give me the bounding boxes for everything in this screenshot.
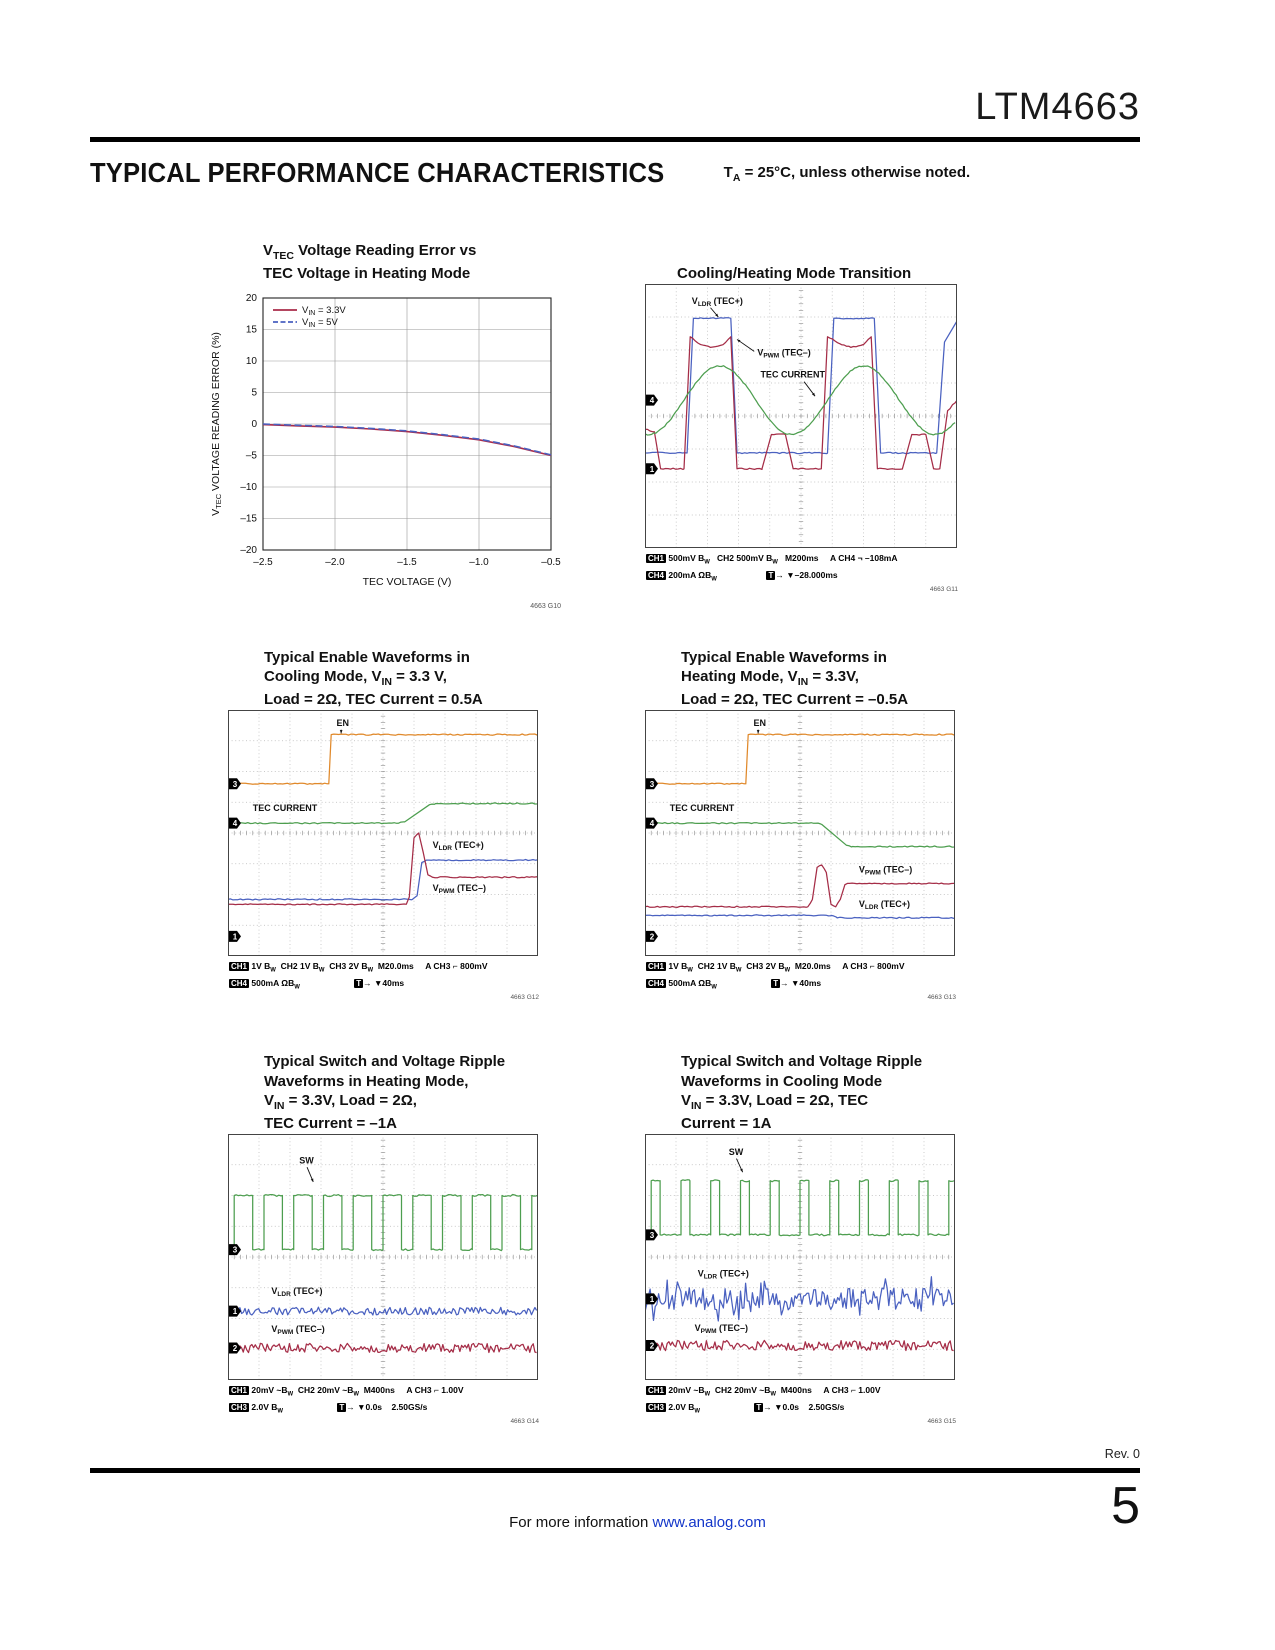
doc-title: LTM4663 bbox=[975, 86, 1140, 128]
svg-text:3: 3 bbox=[233, 1246, 238, 1255]
svg-text:4: 4 bbox=[650, 819, 655, 828]
scope-ripple-cooling: SW VLDR (TEC+) VPWM (TEC–) 3 1 2 bbox=[645, 1134, 955, 1380]
svg-text:0: 0 bbox=[251, 419, 257, 430]
svg-text:VIN = 3.3V: VIN = 3.3V bbox=[302, 305, 346, 317]
chart-block-ripple-cooling: Typical Switch and Voltage Ripple Wavefor… bbox=[645, 1030, 956, 1425]
chart-title-g13: Typical Enable Waveforms in Heating Mode,… bbox=[681, 648, 909, 709]
svg-text:EN: EN bbox=[754, 718, 767, 728]
page-number: 5 bbox=[1111, 1477, 1140, 1535]
chart-title-g15: Typical Switch and Voltage Ripple Wavefor… bbox=[681, 1052, 923, 1133]
footer-rule bbox=[90, 1468, 1140, 1473]
svg-text:1: 1 bbox=[233, 1307, 238, 1316]
svg-text:TEC VOLTAGE (V): TEC VOLTAGE (V) bbox=[363, 576, 452, 588]
svg-text:5: 5 bbox=[251, 388, 257, 399]
svg-text:VPWM (TEC–): VPWM (TEC–) bbox=[757, 347, 810, 359]
chart-block-vtec-error: VTEC Voltage Reading Error vs TEC Voltage… bbox=[205, 228, 565, 614]
svg-text:VPWM (TEC–): VPWM (TEC–) bbox=[695, 1323, 748, 1335]
svg-text:–2.5: –2.5 bbox=[253, 557, 273, 568]
svg-text:20: 20 bbox=[246, 293, 258, 304]
chart-title-g11: Cooling/Heating Mode Transition bbox=[677, 265, 912, 283]
scope-enable-heating: EN TEC CURRENT VPWM (TEC–) VLDR (TEC+) 3 4 2 bbox=[645, 710, 955, 956]
footer-text: For more information bbox=[509, 1514, 653, 1531]
svg-text:VIN = 5V: VIN = 5V bbox=[302, 317, 338, 329]
svg-text:2: 2 bbox=[650, 1342, 655, 1351]
scope-mode-transition: VLDR (TEC+) VPWM (TEC–) TEC CURRENT 4 1 bbox=[645, 284, 957, 548]
svg-text:1: 1 bbox=[233, 932, 238, 941]
line-chart-vtec-error: –20 –15 –10 –5 0 5 10 15 20 –2.5 –2.0 –1.5 –1.0 –0.5 V… bbox=[210, 293, 561, 610]
svg-text:VLDR (TEC+): VLDR (TEC+) bbox=[859, 899, 910, 911]
svg-text:10: 10 bbox=[246, 356, 258, 367]
svg-text:2: 2 bbox=[650, 932, 655, 941]
header-rule bbox=[90, 137, 1140, 142]
svg-text:–1.5: –1.5 bbox=[397, 557, 417, 568]
svg-text:–0.5: –0.5 bbox=[541, 557, 561, 568]
svg-text:VLDR (TEC+): VLDR (TEC+) bbox=[698, 1269, 749, 1281]
scope-enable-cooling: EN TEC CURRENT VLDR (TEC+) VPWM (TEC–) 3 4 1 bbox=[228, 710, 538, 956]
chart-title-g14: Typical Switch and Voltage Ripple Wavefor… bbox=[264, 1052, 506, 1133]
svg-text:4663 G10: 4663 G10 bbox=[530, 603, 561, 610]
revision-label: Rev. 0 bbox=[1104, 1447, 1140, 1461]
svg-text:3: 3 bbox=[233, 780, 238, 789]
svg-text:TEC CURRENT: TEC CURRENT bbox=[253, 803, 318, 813]
chart-block-enable-heating: Typical Enable Waveforms in Heating Mode,… bbox=[645, 628, 956, 1001]
svg-text:15: 15 bbox=[246, 325, 258, 336]
svg-text:VLDR (TEC+): VLDR (TEC+) bbox=[692, 296, 743, 308]
scope-caption-g12: CH1 1V BW CH2 1V BW CH3 2V BW M20.0ms A … bbox=[229, 961, 539, 1001]
chart-title-g12: Typical Enable Waveforms in Cooling Mode,… bbox=[264, 648, 483, 709]
svg-text:SW: SW bbox=[299, 1156, 314, 1166]
scope-caption-g14: CH1 20mV ~BW CH2 20mV ~BW M400ns A CH3 ⌐… bbox=[229, 1385, 539, 1425]
svg-text:–10: –10 bbox=[240, 482, 257, 493]
section-header: TYPICAL PERFORMANCE CHARACTERISTICS TA = … bbox=[90, 157, 1150, 189]
svg-text:VPWM (TEC–): VPWM (TEC–) bbox=[433, 883, 486, 895]
analog-link[interactable]: www.analog.com bbox=[652, 1514, 766, 1531]
svg-text:TEC CURRENT: TEC CURRENT bbox=[670, 803, 735, 813]
svg-text:3: 3 bbox=[650, 780, 655, 789]
svg-text:VLDR (TEC+): VLDR (TEC+) bbox=[433, 840, 484, 852]
footer: For more information www.analog.com bbox=[0, 1514, 1275, 1531]
svg-text:VLDR (TEC+): VLDR (TEC+) bbox=[271, 1286, 322, 1298]
scope-caption-g15: CH1 20mV ~BW CH2 20mV ~BW M400ns A CH3 ⌐… bbox=[646, 1385, 956, 1425]
svg-text:1: 1 bbox=[650, 465, 655, 474]
svg-text:3: 3 bbox=[650, 1231, 655, 1240]
svg-text:1: 1 bbox=[650, 1295, 655, 1304]
chart-block-ripple-heating: Typical Switch and Voltage Ripple Wavefor… bbox=[228, 1030, 539, 1425]
svg-text:VTEC VOLTAGE READING ERROR (%): VTEC VOLTAGE READING ERROR (%) bbox=[210, 332, 223, 516]
svg-text:EN: EN bbox=[337, 718, 350, 728]
svg-text:4: 4 bbox=[650, 396, 655, 405]
section-title: TYPICAL PERFORMANCE CHARACTERISTICS bbox=[90, 157, 665, 188]
scope-ripple-heating: SW VLDR (TEC+) VPWM (TEC–) 3 1 2 bbox=[228, 1134, 538, 1380]
svg-text:–1.0: –1.0 bbox=[469, 557, 489, 568]
svg-text:VPWM (TEC–): VPWM (TEC–) bbox=[271, 1324, 324, 1336]
scope-caption-g13: CH1 1V BW CH2 1V BW CH3 2V BW M20.0ms A … bbox=[646, 961, 956, 1001]
chart-block-enable-cooling: Typical Enable Waveforms in Cooling Mode,… bbox=[228, 628, 539, 1001]
chart-title-g10: VTEC Voltage Reading Error vs TEC Voltage… bbox=[263, 242, 477, 283]
svg-text:SW: SW bbox=[729, 1147, 744, 1157]
conditions-note: TA = 25°C, unless otherwise noted. bbox=[723, 164, 971, 184]
svg-text:–15: –15 bbox=[240, 514, 257, 525]
svg-text:–20: –20 bbox=[240, 545, 257, 556]
scope-caption-g11: CH1 500mV BW CH2 500mV BW M200ms A CH4 ¬… bbox=[646, 553, 958, 593]
chart-block-mode-transition: Cooling/Heating Mode Transition VLDR (TE… bbox=[645, 228, 958, 593]
svg-text:2: 2 bbox=[233, 1344, 238, 1353]
svg-text:TEC CURRENT: TEC CURRENT bbox=[760, 370, 825, 380]
svg-text:4: 4 bbox=[233, 819, 238, 828]
svg-text:–2.0: –2.0 bbox=[325, 557, 345, 568]
svg-text:–5: –5 bbox=[246, 451, 258, 462]
svg-text:VPWM (TEC–): VPWM (TEC–) bbox=[859, 864, 912, 876]
